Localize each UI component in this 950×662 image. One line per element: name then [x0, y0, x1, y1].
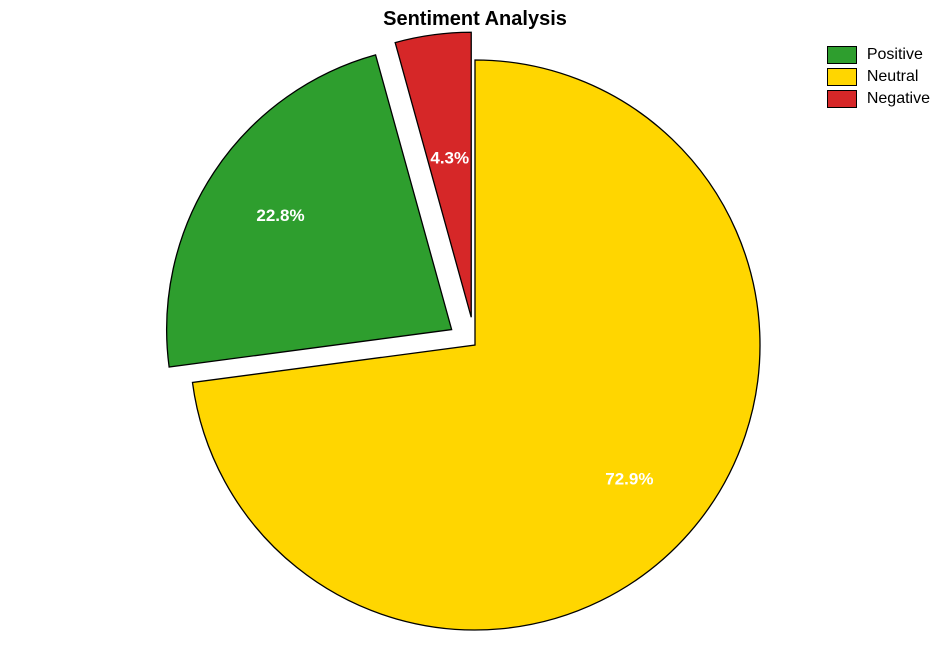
legend-label: Negative [867, 90, 930, 108]
pie-slice-positive [167, 55, 452, 367]
slice-label-negative: 4.3% [430, 149, 469, 168]
legend-swatch [827, 46, 857, 64]
legend-item-neutral: Neutral [827, 68, 930, 86]
slice-label-positive: 22.8% [256, 206, 304, 225]
pie-chart-svg: 72.9% 22.8% 4.3% [0, 0, 950, 662]
slice-label-neutral: 72.9% [605, 470, 653, 489]
legend-label: Positive [867, 46, 923, 64]
legend-swatch [827, 68, 857, 86]
legend-swatch [827, 90, 857, 108]
legend-label: Neutral [867, 68, 919, 86]
legend-item-negative: Negative [827, 90, 930, 108]
legend: Positive Neutral Negative [827, 46, 930, 112]
legend-item-positive: Positive [827, 46, 930, 64]
pie-chart-container: Sentiment Analysis 72.9%22.8%4.3% Positi… [0, 0, 950, 662]
